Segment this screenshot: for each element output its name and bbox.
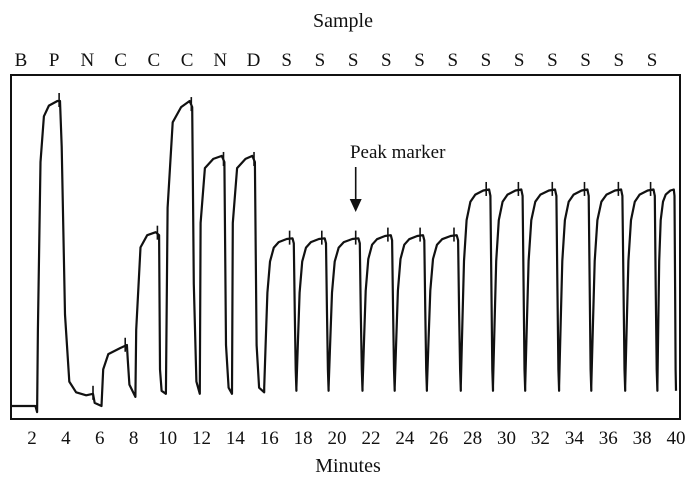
sample-label: S	[281, 50, 292, 71]
x-tick-label: 14	[226, 428, 246, 449]
sample-label: S	[614, 50, 625, 71]
plot-frame	[10, 74, 681, 420]
x-tick-label: 4	[61, 428, 71, 449]
trace-group	[10, 99, 678, 414]
x-tick-label: 16	[260, 428, 279, 449]
sample-label: C	[181, 50, 194, 71]
x-tick-label: 28	[463, 428, 482, 449]
sample-label: D	[247, 50, 261, 71]
sample-label: P	[49, 50, 60, 71]
x-tick-label: 22	[361, 428, 380, 449]
x-tick-label: 18	[294, 428, 313, 449]
sample-label: C	[147, 50, 160, 71]
sample-label: S	[381, 50, 392, 71]
x-tick-label: 26	[429, 428, 448, 449]
x-tick-label: 8	[129, 428, 139, 449]
sample-label: S	[447, 50, 458, 71]
x-tick-label: 36	[599, 428, 618, 449]
sample-label: S	[647, 50, 658, 71]
x-axis-label: Minutes	[315, 455, 381, 476]
sample-label: N	[213, 50, 227, 71]
sample-label: N	[81, 50, 95, 71]
peak-marker-arrow-head	[349, 199, 362, 212]
x-tick-label: 34	[565, 428, 585, 449]
chromatogram-trace	[10, 99, 678, 414]
sample-label: S	[580, 50, 591, 71]
sample-label: S	[348, 50, 359, 71]
sample-label: C	[114, 50, 127, 71]
peak-marker-annotation: Peak marker	[349, 142, 446, 212]
x-tick-label: 38	[633, 428, 652, 449]
chart-title: Sample	[313, 10, 373, 32]
peak-marks-group	[58, 93, 652, 400]
sample-label: S	[414, 50, 425, 71]
x-tick-label: 30	[497, 428, 516, 449]
peak-marker-label: Peak marker	[350, 142, 446, 163]
sample-label: S	[481, 50, 492, 71]
x-tick-label: 40	[667, 428, 686, 449]
sample-label: S	[514, 50, 525, 71]
sample-label: S	[315, 50, 326, 71]
x-tick-label: 10	[158, 428, 177, 449]
x-tick-label: 20	[328, 428, 347, 449]
x-tick-label: 2	[27, 428, 37, 449]
x-tick-labels-group: 2 4 6 8 10 12 14 16 18 20 22 24 26 28 30 32 34 36 38 40	[27, 428, 685, 449]
plot-frame-group	[10, 74, 681, 420]
x-tick-label: 24	[395, 428, 415, 449]
x-tick-label: 12	[192, 428, 211, 449]
sample-label: S	[547, 50, 558, 71]
x-tick-label: 32	[531, 428, 550, 449]
x-tick-label: 6	[95, 428, 105, 449]
sample-label: B	[15, 50, 28, 71]
